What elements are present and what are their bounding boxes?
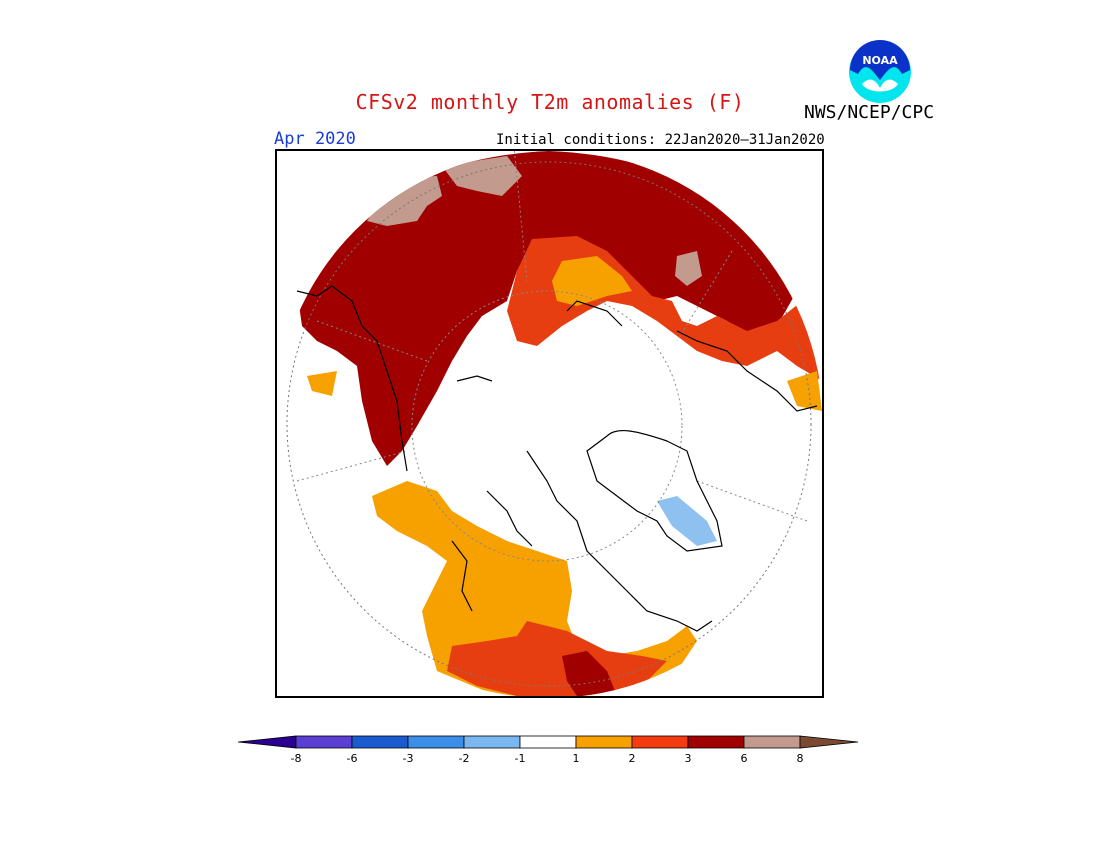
anomaly-region-canada-red xyxy=(447,621,667,696)
colorbar-tick-label: 8 xyxy=(796,752,804,765)
anomaly-region-greenland-cool xyxy=(657,496,717,546)
anomaly-region-east-patch xyxy=(787,371,822,411)
anomaly-region-west-patch xyxy=(307,371,337,396)
colorbar-bin xyxy=(575,735,633,749)
anomaly-region-north-america xyxy=(372,481,697,696)
colorbar-tick-label: -2 xyxy=(458,752,470,765)
colorbar-tick-label: -6 xyxy=(346,752,358,765)
colorbar-bin xyxy=(687,735,745,749)
anomaly-region-gt8-east xyxy=(675,251,702,286)
noaa-logo-text: NOAA xyxy=(862,54,898,67)
colorbar-bin xyxy=(743,735,801,749)
polar-map-svg xyxy=(286,151,822,696)
graticule xyxy=(296,151,808,562)
colorbar-bin xyxy=(519,735,577,749)
colorbar-tick-label: -3 xyxy=(402,752,414,765)
colorbar-bin xyxy=(407,735,465,749)
colorbar-arrow-low xyxy=(238,735,297,749)
chart-title: CFSv2 monthly T2m anomalies (F) xyxy=(355,90,745,114)
anomaly-region-gt8-west xyxy=(367,176,442,226)
colorbar xyxy=(238,735,859,749)
colorbar-bin xyxy=(295,735,353,749)
month-label: Apr 2020 xyxy=(274,129,356,149)
colorbar-tick-label: 2 xyxy=(628,752,636,765)
colorbar-tick-label: 1 xyxy=(572,752,580,765)
anomaly-region-canada-dark xyxy=(562,651,617,696)
anomaly-region-eurasia xyxy=(297,151,797,466)
colorbar-bin xyxy=(631,735,689,749)
coastlines xyxy=(296,285,818,632)
colorbar-bin xyxy=(463,735,521,749)
colorbar-tick-label: 3 xyxy=(684,752,692,765)
agency-label: NWS/NCEP/CPC xyxy=(804,102,935,123)
colorbar-arrow-high xyxy=(799,735,859,749)
initial-conditions-label: Initial conditions: 22Jan2020–31Jan2020 xyxy=(496,132,825,148)
colorbar-tick-label: -1 xyxy=(514,752,526,765)
polar-map xyxy=(275,149,824,698)
colorbar-tick-label: -8 xyxy=(290,752,302,765)
colorbar-bin xyxy=(351,735,409,749)
noaa-logo: NOAA xyxy=(849,40,911,103)
colorbar-tick-label: 6 xyxy=(740,752,748,765)
